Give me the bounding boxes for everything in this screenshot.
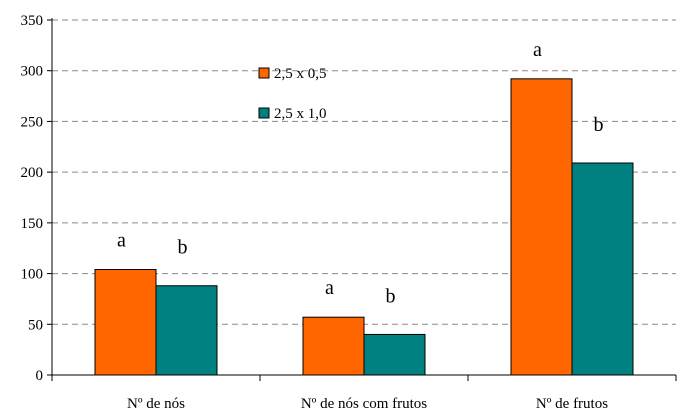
category-label: Nº de nós <box>127 396 185 412</box>
labels: 0 50 100 150 200 250 300 350 a b Nº de nós a b Nº de … <box>21 13 609 412</box>
bars <box>94 78 634 376</box>
bar-1 <box>302 316 365 376</box>
significance-letter: a <box>533 39 542 61</box>
y-tick-label: 150 <box>21 216 44 232</box>
significance-letter: b <box>386 285 396 307</box>
significance-letter: a <box>117 230 126 252</box>
category-label: Nº de frutos <box>536 396 608 412</box>
legend-swatch <box>258 67 270 79</box>
legend-swatch <box>258 107 270 119</box>
y-tick-label: 250 <box>21 114 44 130</box>
bar-1 <box>510 78 573 376</box>
bar-2 <box>155 285 218 376</box>
y-tick-label: 350 <box>21 13 44 29</box>
significance-letter: b <box>594 114 604 136</box>
bar-2 <box>571 162 634 376</box>
category-label: Nº de nós com frutos <box>301 396 427 412</box>
legend: 2,5 x 0,5 2,5 x 1,0 <box>258 66 327 122</box>
bar-1 <box>94 269 157 376</box>
y-tick-label: 200 <box>21 165 44 181</box>
y-tick-label: 100 <box>21 267 44 283</box>
legend-label: 2,5 x 1,0 <box>274 106 327 122</box>
legend-label: 2,5 x 0,5 <box>274 66 327 82</box>
bar-2 <box>363 333 426 376</box>
significance-letter: b <box>178 237 188 259</box>
y-tick-label: 0 <box>36 368 44 384</box>
y-tick-label: 50 <box>28 317 43 333</box>
significance-letter: a <box>325 277 334 299</box>
y-tick-label: 300 <box>21 64 44 80</box>
